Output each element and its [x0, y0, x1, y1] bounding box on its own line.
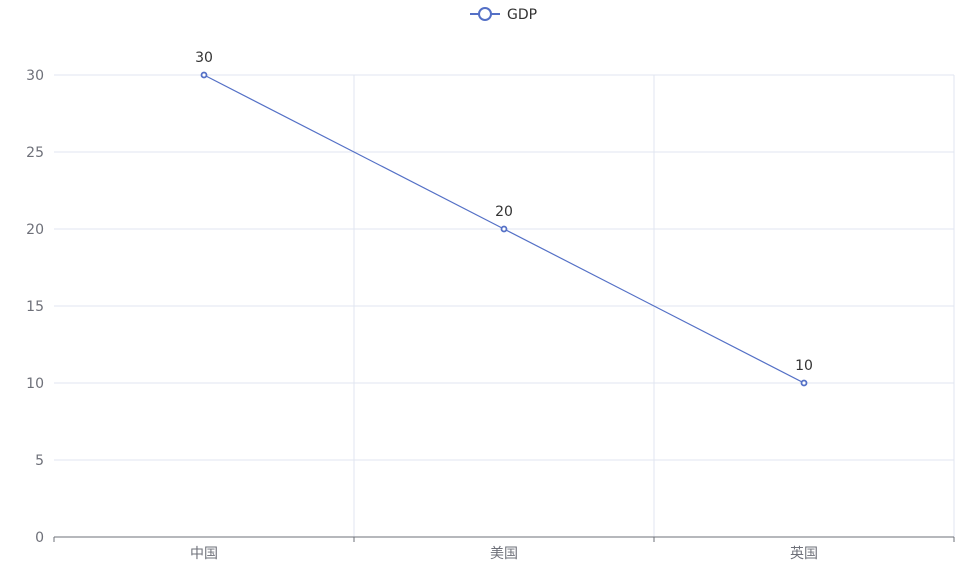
- y-tick-label-0: 0: [35, 530, 44, 546]
- x-tick-label-0: 中国: [190, 546, 218, 562]
- y-tick-label-25: 25: [26, 145, 44, 161]
- horizontal-gridlines: [54, 74, 954, 461]
- x-tick-label-2: 英国: [790, 545, 818, 562]
- y-tick-label-30: 30: [26, 68, 44, 84]
- x-axis-tick-labels: 中国 美国 英国: [190, 545, 818, 562]
- data-point-1: [500, 225, 508, 233]
- series-gdp[interactable]: [200, 71, 808, 387]
- data-label-2: 10: [795, 358, 813, 374]
- data-point-0: [200, 71, 208, 79]
- y-tick-label-10: 10: [26, 376, 44, 392]
- data-label-0: 30: [195, 50, 213, 66]
- x-tick-label-1: 美国: [490, 546, 518, 562]
- data-label-1: 20: [495, 204, 513, 220]
- legend-label-gdp: GDP: [507, 7, 537, 23]
- y-axis-tick-labels: 0 5 10 15 20 25 30: [26, 68, 44, 546]
- axes: [53, 536, 955, 542]
- data-labels: 30 20 10: [195, 50, 813, 374]
- legend[interactable]: GDP: [470, 7, 537, 23]
- y-tick-label-20: 20: [26, 222, 44, 238]
- y-tick-label-15: 15: [26, 299, 44, 315]
- legend-marker-gdp: [478, 7, 492, 21]
- y-tick-label-5: 5: [35, 453, 44, 469]
- data-point-2: [800, 379, 808, 387]
